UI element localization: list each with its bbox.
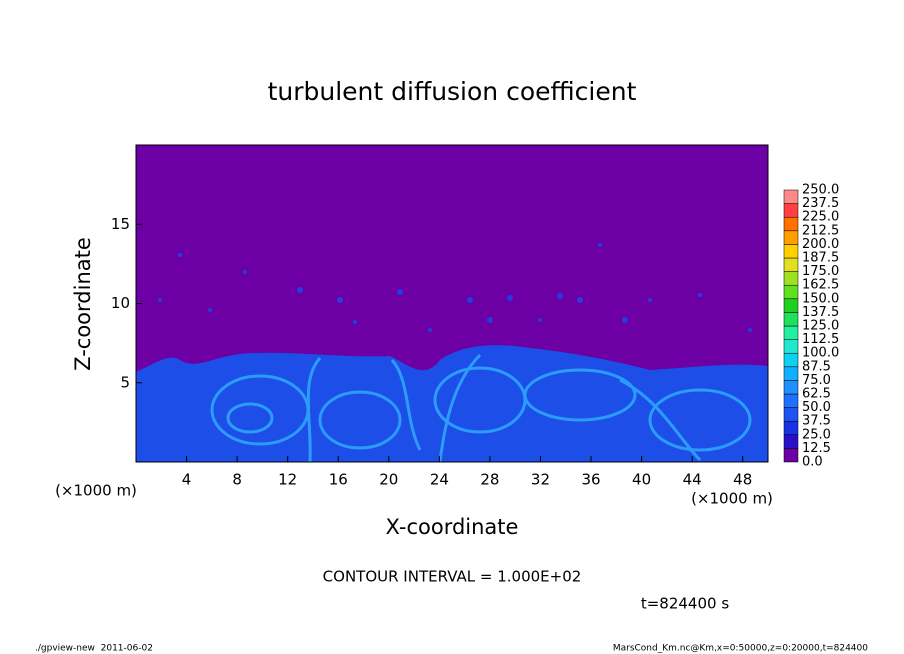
colorbar-label: 0.0 <box>802 455 823 470</box>
colorbar-box <box>783 203 799 218</box>
x-tick-label: 12 <box>278 471 297 489</box>
colorbar-box <box>783 244 799 259</box>
colorbar-box <box>783 339 799 354</box>
colorbar-box <box>783 448 799 463</box>
field <box>136 145 768 463</box>
chart-title: turbulent diffusion coefficient <box>268 77 637 106</box>
colorbar-label: 75.0 <box>802 373 831 388</box>
colorbar-box <box>783 325 799 340</box>
colorbar-label: 62.5 <box>802 387 831 402</box>
y-tick-label: 15 <box>111 215 130 233</box>
annotation: CONTOUR INTERVAL = 1.000E+02 <box>323 568 582 586</box>
colorbar-label: 37.5 <box>802 414 831 429</box>
x-tick-label: 32 <box>531 471 550 489</box>
y-unit: (×1000 m) <box>55 482 137 500</box>
x-tick-label: 48 <box>733 471 752 489</box>
colorbar-label: 87.5 <box>802 359 831 374</box>
colorbar-box <box>783 298 799 313</box>
x-tick-label: 28 <box>480 471 499 489</box>
x-tick-label: 36 <box>581 471 600 489</box>
colorbar-label: 237.5 <box>802 196 839 211</box>
colorbar-label: 250.0 <box>802 183 839 198</box>
colorbar-label: 150.0 <box>802 291 839 306</box>
colorbar-box <box>783 284 799 300</box>
colorbar-label: 12.5 <box>802 441 831 456</box>
colorbar-box <box>783 257 799 272</box>
y-tick-label: 10 <box>111 294 130 312</box>
x-axis-label: X-coordinate <box>386 515 519 539</box>
x-tick-label: 4 <box>182 471 192 489</box>
colorbar-label: 200.0 <box>802 237 839 252</box>
colorbar-box <box>783 393 799 408</box>
colorbar-label: 187.5 <box>802 251 839 266</box>
colorbar-label: 25.0 <box>802 427 831 442</box>
colorbar-label: 175.0 <box>802 264 839 279</box>
x-tick-label: 44 <box>683 471 702 489</box>
colorbar-label: 225.0 <box>802 210 839 225</box>
colorbar-box <box>783 312 799 327</box>
colorbar-label: 137.5 <box>802 305 839 320</box>
swirls <box>210 353 752 463</box>
colorbar-label: 125.0 <box>802 319 839 334</box>
x-tick-label: 24 <box>430 471 449 489</box>
colorbar-box <box>783 352 799 368</box>
colorbar-label: 162.5 <box>802 278 839 293</box>
annotation: t=824400 s <box>641 595 729 613</box>
colorbar-box <box>783 216 799 232</box>
colorbar-box <box>783 434 799 449</box>
scattered-cells <box>158 243 752 332</box>
colorbar-box <box>783 366 799 381</box>
colorbar-box <box>783 407 799 422</box>
x-tick-label: 40 <box>632 471 651 489</box>
footer: ./gpview-new 2011-06-02 <box>35 644 153 654</box>
x-tick-label: 20 <box>379 471 398 489</box>
y-axis-label: Z-coordinate <box>71 237 95 371</box>
colorbar-box <box>783 230 799 245</box>
colorbar-label: 212.5 <box>802 223 839 238</box>
colorbar-box <box>783 420 799 436</box>
footer: MarsCond_Km.nc@Km,x=0:50000,z=0:20000,t=… <box>613 644 868 654</box>
x-unit: (×1000 m) <box>691 490 773 508</box>
colorbar-label: 50.0 <box>802 400 831 415</box>
x-tick-label: 8 <box>232 471 242 489</box>
colorbar-label: 112.5 <box>802 332 839 347</box>
colorbar-box <box>783 380 799 395</box>
colorbar-label: 100.0 <box>802 346 839 361</box>
y-tick-label: 5 <box>120 373 130 391</box>
colorbar-box <box>783 189 799 204</box>
colorbar-box <box>783 271 799 286</box>
x-tick-label: 16 <box>329 471 348 489</box>
